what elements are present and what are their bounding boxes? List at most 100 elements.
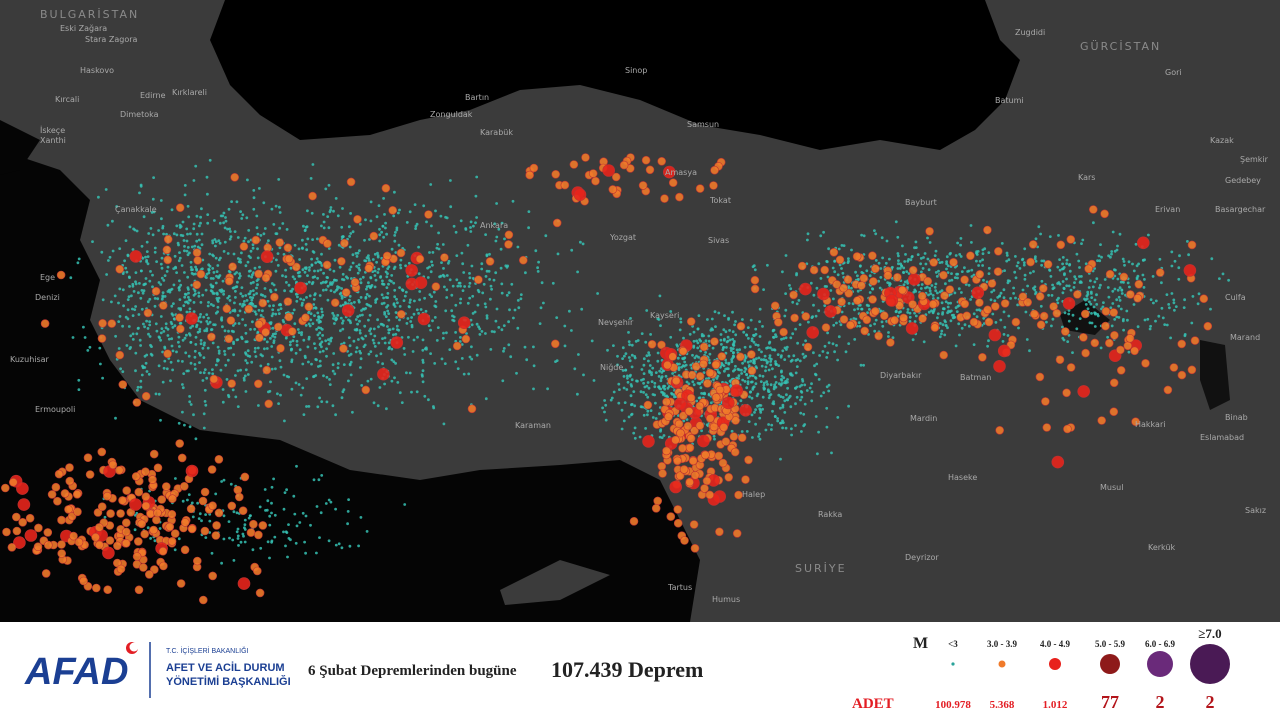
quake-small [192,301,196,304]
quake-small [429,352,432,355]
quake-small [159,283,163,286]
quake-small [1106,335,1109,339]
quake-small [656,359,660,363]
quake-small [914,314,918,318]
quake-small [1014,255,1017,258]
place-label: Niğde [600,363,623,372]
quake-small [157,335,161,339]
quake-small [166,290,170,293]
quake-small [847,342,851,345]
quake-small [789,372,793,375]
quake-small [959,255,963,258]
quake-small [325,375,329,379]
quake-medium [57,515,66,525]
quake-small [279,393,282,397]
quake-small [682,419,686,423]
quake-medium [581,153,590,162]
quake-small [312,297,316,301]
quake-medium [431,282,441,291]
quake-medium [664,412,673,422]
quake-small [123,259,126,263]
quake-small [650,373,653,377]
quake-small [656,317,660,321]
legend-swatch [1049,658,1061,670]
quake-small [236,257,240,260]
quake-small [241,213,245,217]
quake-small [170,304,174,308]
quake-small [1095,303,1099,306]
quake-small [307,322,311,326]
quake-small [916,253,920,256]
quake-small [155,260,159,263]
quake-small [132,290,136,293]
quake-small [1012,286,1015,290]
quake-small [1080,275,1083,278]
place-label: Eslamabad [1200,433,1244,442]
quake-medium [97,502,107,512]
quake-small [205,276,208,279]
quake-small [175,350,178,354]
quake-medium [1084,264,1093,274]
quake-small [232,252,236,256]
quake-medium [346,177,356,187]
quake-medium [79,576,88,586]
quake-small [88,345,92,349]
quake-small [244,323,247,327]
quake-small [896,235,900,239]
quake-small [348,245,352,249]
quake-small [580,307,584,311]
quake-small [981,264,984,267]
quake-small [430,224,433,228]
quake-small [1005,251,1009,255]
quake-small [322,226,326,230]
quake-small [878,286,882,290]
quake-small [200,243,204,247]
quake-medium [504,240,513,249]
place-label: Stara Zagora [85,35,137,44]
quake-small [318,359,322,363]
quake-large [642,435,655,448]
quake-small [252,271,255,275]
quake-small [628,343,631,347]
quake-medium [747,350,756,359]
quake-small [767,396,771,400]
quake-medium [995,425,1005,435]
quake-small [825,260,829,263]
quake-small [1002,333,1006,336]
quake-small [222,537,226,541]
quake-small [341,319,345,323]
quake-small [342,388,346,391]
quake-small [177,421,181,425]
quake-small [270,501,273,505]
quake-small [854,270,857,274]
quake-medium [233,485,243,495]
place-label: Kırklareli [172,88,207,97]
quake-small [315,551,318,555]
quake-small [142,322,145,326]
quake-small [646,381,650,384]
quake-small [83,336,87,339]
quake-small [339,329,342,333]
quake-small [1227,278,1230,282]
quake-small [746,380,750,384]
quake-small [298,348,302,352]
quake-small [214,363,218,367]
quake-medium [140,529,149,539]
quake-small [149,537,153,540]
quake-small [303,270,307,274]
quake-small [111,219,114,223]
quake-small [337,542,341,546]
quake-small [243,236,247,240]
quake-small [134,282,138,286]
quake-small [660,390,663,394]
quake-small [630,343,634,347]
quake-medium [163,349,172,359]
quake-small [322,271,325,275]
quake-small [1165,293,1169,296]
place-label: Xanthi [40,136,66,145]
quake-small [1123,263,1126,267]
quake-small [1028,349,1031,353]
quake-small [488,278,491,281]
quake-small [765,361,769,365]
quake-small [194,343,198,346]
